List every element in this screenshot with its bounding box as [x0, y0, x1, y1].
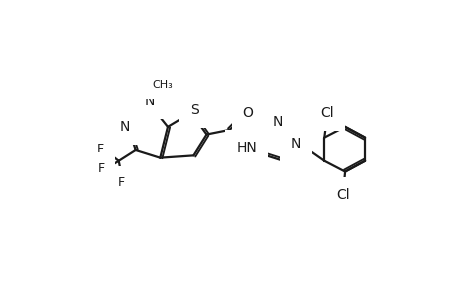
Text: O: O: [242, 106, 253, 120]
Text: CH₃: CH₃: [152, 80, 173, 90]
Text: S: S: [190, 103, 198, 117]
Text: Cl: Cl: [336, 188, 350, 202]
Text: HN: HN: [235, 141, 256, 155]
Text: N: N: [290, 137, 300, 151]
Text: Cl: Cl: [319, 106, 333, 120]
Text: F: F: [98, 162, 105, 175]
Text: F: F: [96, 143, 104, 157]
Text: F: F: [118, 176, 125, 189]
Text: N: N: [119, 120, 130, 134]
Text: N: N: [272, 115, 282, 129]
Text: N: N: [144, 94, 154, 108]
